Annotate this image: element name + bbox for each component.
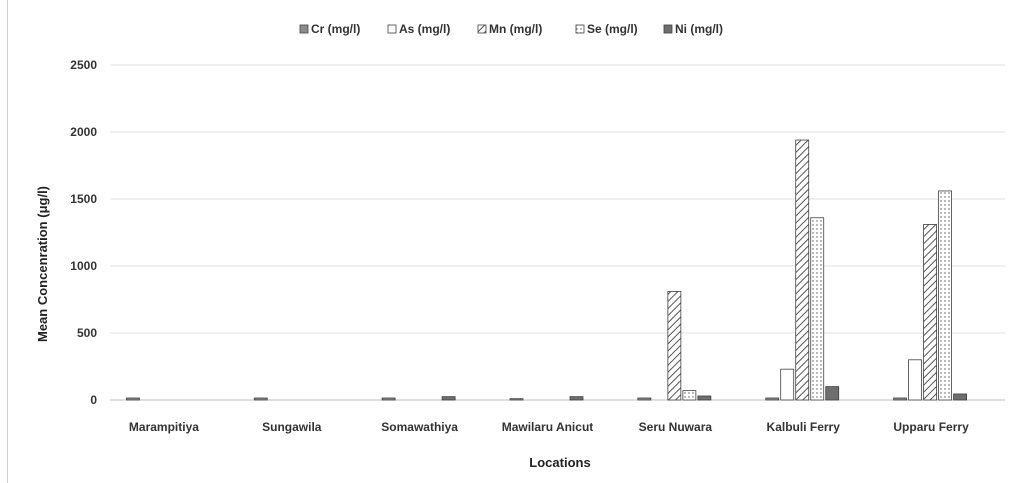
bars bbox=[126, 139, 967, 401]
x-axis-title: Locations bbox=[529, 455, 590, 470]
legend-label: As (mg/l) bbox=[399, 22, 450, 36]
legend-swatch bbox=[663, 24, 673, 34]
legend-label: Cr (mg/l) bbox=[311, 22, 360, 36]
bar bbox=[569, 396, 584, 401]
x-tick-label: Seru Nuwara bbox=[639, 420, 713, 434]
bar bbox=[126, 397, 140, 401]
legend-label: Ni (mg/l) bbox=[675, 22, 723, 36]
y-axis-title: Mean Concenration (μg/l) bbox=[35, 186, 50, 342]
x-tick-label: Sungawila bbox=[262, 420, 322, 434]
x-tick-labels: Marampitiya Sungawila Somawathiya Mawilaru … bbox=[129, 420, 969, 434]
bar bbox=[381, 397, 396, 401]
bar bbox=[765, 397, 780, 401]
bar bbox=[893, 397, 907, 401]
y-tick-label: 2000 bbox=[70, 125, 97, 139]
x-tick-label: Mawilaru Anicut bbox=[502, 420, 594, 434]
bar bbox=[923, 224, 937, 401]
bar bbox=[441, 396, 456, 401]
legend-swatch bbox=[575, 24, 585, 34]
y-tick-label: 0 bbox=[90, 393, 97, 407]
bar bbox=[509, 398, 524, 401]
legend-label: Mn (mg/l) bbox=[489, 22, 542, 36]
chart-frame-edge bbox=[7, 0, 8, 483]
bar bbox=[697, 395, 712, 401]
y-tick-label: 1500 bbox=[70, 192, 97, 206]
bar bbox=[953, 393, 967, 401]
bar bbox=[682, 390, 697, 401]
x-tick-label: Somawathiya bbox=[381, 420, 458, 434]
legend-swatch bbox=[387, 24, 397, 34]
bar bbox=[938, 190, 952, 401]
bar bbox=[810, 217, 825, 401]
legend-swatch bbox=[477, 24, 487, 34]
y-tick-label: 500 bbox=[77, 326, 97, 340]
bar bbox=[795, 139, 810, 401]
gridlines bbox=[110, 64, 1005, 401]
y-tick-label: 2500 bbox=[70, 58, 97, 72]
y-tick-label: 1000 bbox=[70, 259, 97, 273]
legend-label: Se (mg/l) bbox=[587, 22, 638, 36]
bar bbox=[667, 291, 682, 401]
bar bbox=[637, 397, 652, 401]
bar bbox=[825, 386, 840, 401]
legend: Cr (mg/l) As (mg/l) Mn (mg/l) Se (mg/l) Ni (… bbox=[299, 22, 723, 36]
x-tick-label: Kalbuli Ferry bbox=[767, 420, 841, 434]
x-tick-label: Upparu Ferry bbox=[893, 420, 969, 434]
bar bbox=[253, 397, 268, 401]
y-tick-labels: 0 500 1000 1500 2000 2500 bbox=[70, 58, 97, 407]
legend-swatch bbox=[299, 24, 309, 34]
x-tick-label: Marampitiya bbox=[129, 420, 199, 434]
bar bbox=[908, 359, 922, 401]
bar bbox=[780, 368, 795, 401]
